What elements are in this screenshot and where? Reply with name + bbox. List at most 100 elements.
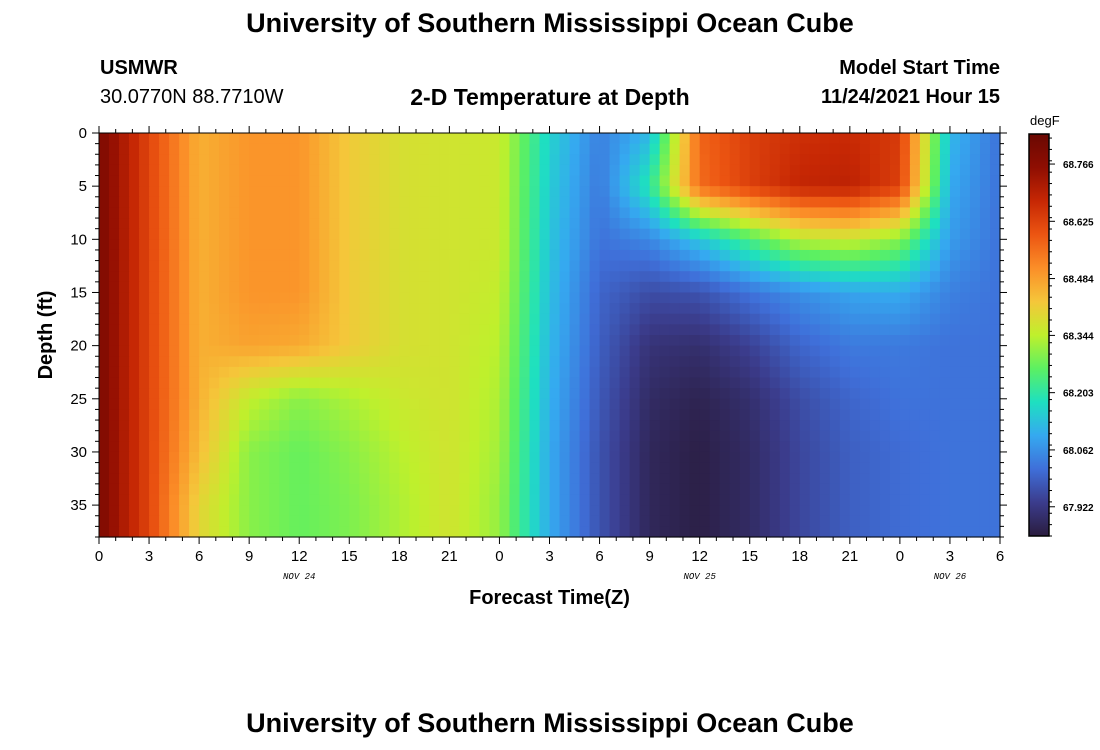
heatmap-cell xyxy=(469,451,481,464)
heatmap-cell xyxy=(739,356,751,368)
heatmap-cell xyxy=(919,271,931,283)
heatmap-cell xyxy=(959,218,971,230)
heatmap-cell xyxy=(859,335,871,347)
heatmap-cell xyxy=(989,441,1001,453)
heatmap-cell xyxy=(469,260,481,272)
heatmap-cell xyxy=(639,164,651,177)
colorbar-tick-label: 67.922 xyxy=(1063,503,1094,514)
heatmap-cell xyxy=(779,207,791,219)
heatmap-cell xyxy=(589,324,601,336)
heatmap-cell xyxy=(209,420,220,432)
heatmap-cell xyxy=(769,409,781,421)
heatmap-cell xyxy=(909,366,921,379)
heatmap-cell xyxy=(359,494,370,506)
heatmap-cell xyxy=(459,441,471,453)
heatmap-cell xyxy=(819,271,831,283)
heatmap-cell xyxy=(669,526,681,538)
heatmap-cell xyxy=(559,175,571,187)
heatmap-cell xyxy=(269,292,280,304)
heatmap-cell xyxy=(919,260,931,272)
heatmap-cell xyxy=(919,451,931,464)
heatmap-cell xyxy=(329,409,340,421)
heatmap-cell xyxy=(109,473,120,485)
heatmap-cell xyxy=(619,515,631,527)
heatmap-cell xyxy=(889,515,901,527)
heatmap-cell xyxy=(979,303,991,315)
heatmap-cell xyxy=(689,335,701,347)
heatmap-cell xyxy=(649,292,661,304)
heatmap-cell xyxy=(329,356,340,368)
heatmap-cell xyxy=(969,143,981,155)
heatmap-cell xyxy=(799,218,811,230)
heatmap-cell xyxy=(609,430,621,442)
heatmap-cell xyxy=(279,196,290,209)
heatmap-cell xyxy=(539,441,551,453)
heatmap-cell xyxy=(699,505,711,517)
heatmap-cell xyxy=(339,175,350,187)
heatmap-cell xyxy=(919,313,931,325)
heatmap-cell xyxy=(349,526,360,538)
heatmap-cell xyxy=(759,143,771,155)
heatmap-cell xyxy=(789,473,801,485)
heatmap-cell xyxy=(779,292,791,304)
heatmap-cell xyxy=(319,271,330,283)
heatmap-cell xyxy=(299,239,310,251)
heatmap-cell xyxy=(589,154,601,166)
heatmap-cell xyxy=(809,356,821,368)
heatmap-cell xyxy=(599,196,611,209)
heatmap-cell xyxy=(789,377,801,389)
heatmap-cell xyxy=(829,515,841,527)
heatmap-cell xyxy=(559,356,571,368)
heatmap-cell xyxy=(879,154,891,166)
heatmap-cell xyxy=(629,420,641,432)
heatmap-cell xyxy=(129,473,140,485)
heatmap-cell xyxy=(609,164,621,177)
heatmap-cell xyxy=(769,292,781,304)
heatmap-cell xyxy=(399,271,410,283)
heatmap-cell xyxy=(889,388,901,400)
heatmap-cell xyxy=(569,473,581,485)
heatmap-cell xyxy=(699,249,711,262)
heatmap-cell xyxy=(159,271,170,283)
heatmap-cell xyxy=(589,207,601,219)
heatmap-cell xyxy=(979,377,991,389)
heatmap-cell xyxy=(549,303,561,315)
heatmap-cell xyxy=(839,505,851,517)
heatmap-cell xyxy=(649,462,661,474)
heatmap-cell xyxy=(779,239,791,251)
x-date-label: NOV 26 xyxy=(934,572,967,582)
heatmap-cell xyxy=(459,409,471,421)
heatmap-cell xyxy=(359,281,370,294)
heatmap-cell xyxy=(579,494,591,506)
heatmap-cell xyxy=(559,451,571,464)
heatmap-cell xyxy=(869,154,881,166)
heatmap-cell xyxy=(229,228,240,240)
heatmap-cell xyxy=(549,441,561,453)
heatmap-cell xyxy=(569,451,581,464)
heatmap-cell xyxy=(599,420,611,432)
heatmap-cell xyxy=(129,441,140,453)
heatmap-cell xyxy=(829,441,841,453)
heatmap-cell xyxy=(349,335,360,347)
heatmap-cell xyxy=(939,324,951,336)
heatmap-cell xyxy=(389,526,400,538)
heatmap-cell xyxy=(149,494,160,506)
heatmap-cell xyxy=(399,260,410,272)
heatmap-cell xyxy=(99,303,110,315)
heatmap-cell xyxy=(689,133,701,145)
heatmap-cell xyxy=(799,366,811,379)
heatmap-cell xyxy=(489,324,501,336)
heatmap-cell xyxy=(249,451,260,464)
heatmap-cell xyxy=(479,505,491,517)
heatmap-cell xyxy=(229,303,240,315)
heatmap-cell xyxy=(169,526,180,538)
heatmap-cell xyxy=(129,186,140,198)
heatmap-cell xyxy=(859,483,871,496)
heatmap-cell xyxy=(839,335,851,347)
heatmap-cell xyxy=(229,249,240,262)
heatmap-cell xyxy=(499,133,511,145)
heatmap-cell xyxy=(939,335,951,347)
heatmap-cell xyxy=(279,133,290,145)
heatmap-cell xyxy=(719,441,731,453)
heatmap-cell xyxy=(139,494,150,506)
